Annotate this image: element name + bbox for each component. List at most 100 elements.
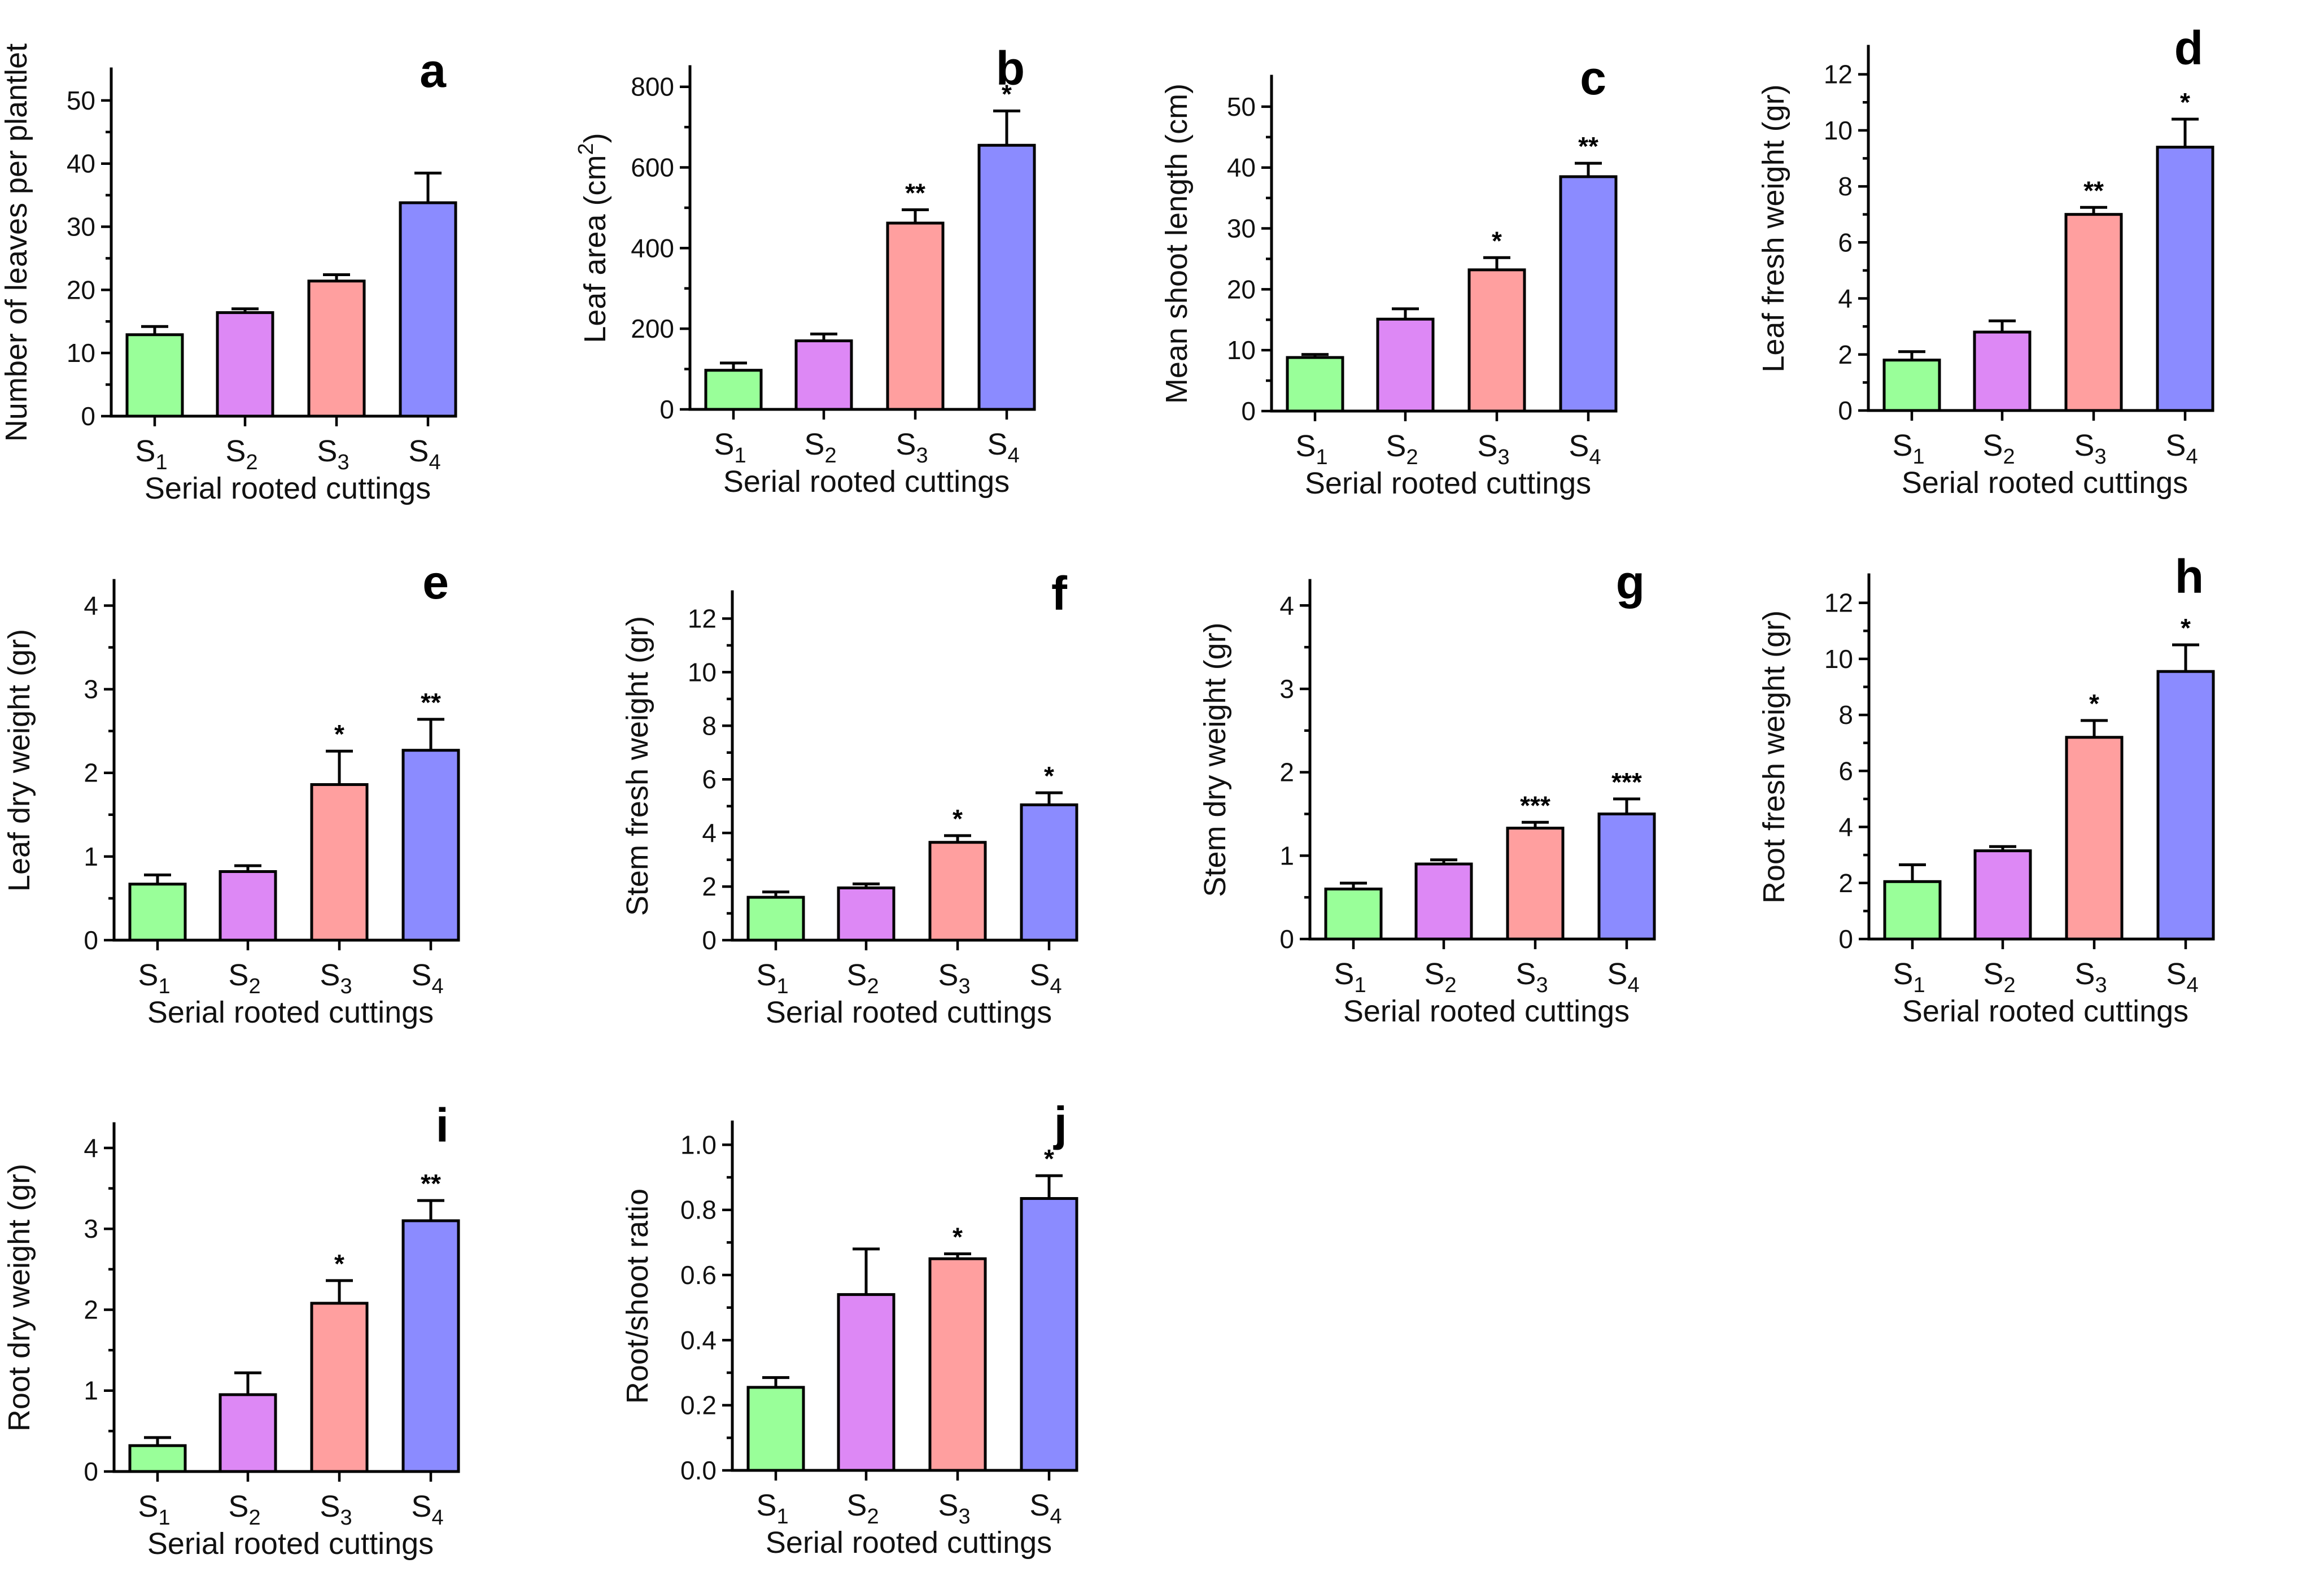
bar-s2 — [837, 886, 895, 942]
bar-s2 — [216, 311, 274, 418]
bar-s3 — [2065, 736, 2124, 941]
y-tick-label: 40 — [1227, 153, 1256, 182]
bar-s3 — [1467, 268, 1526, 413]
bar-s3 — [310, 783, 369, 942]
x-axis-title: Serial rooted cuttings — [766, 995, 1052, 1029]
significance-mark: * — [1044, 1144, 1054, 1173]
x-tick-label: S2 — [228, 958, 260, 998]
x-axis-title: Serial rooted cuttings — [1902, 994, 2188, 1028]
bar-s1 — [128, 883, 187, 942]
y-tick-label: 0 — [1838, 396, 1853, 425]
y-tick-label: 600 — [631, 153, 674, 182]
bar-s1 — [704, 369, 763, 411]
panel-letter: a — [420, 44, 447, 97]
y-tick-label: 4 — [1838, 813, 1853, 842]
significance-mark: ** — [421, 688, 441, 717]
y-tick-label: 10 — [688, 657, 717, 687]
y-tick-label: 2 — [1838, 340, 1853, 369]
y-tick-label: 2 — [84, 758, 98, 788]
bar-s4 — [1020, 803, 1078, 942]
y-tick-label: 6 — [702, 765, 717, 794]
y-tick-label: 0 — [1279, 924, 1294, 954]
bar-s3 — [1506, 827, 1565, 941]
significance-mark: * — [334, 1249, 344, 1278]
bar-s2 — [837, 1293, 895, 1472]
x-tick-label: S2 — [228, 1490, 260, 1530]
y-tick-label: 1.0 — [680, 1130, 717, 1159]
y-tick-label: 0.4 — [680, 1325, 717, 1355]
y-tick-label: 3 — [84, 1214, 98, 1243]
x-axis-title: Serial rooted cuttings — [147, 995, 434, 1029]
bar-s2 — [1414, 862, 1473, 941]
y-tick-label: 0 — [659, 395, 674, 424]
x-tick-label: S1 — [756, 958, 788, 998]
y-axis-title: Stem dry weight (gr) — [1198, 622, 1232, 897]
x-tick-label: S2 — [1983, 957, 2015, 997]
x-tick-label: S2 — [1424, 957, 1456, 997]
y-tick-label: 4 — [1838, 284, 1853, 313]
bar-s1 — [746, 896, 805, 942]
significance-mark: *** — [1611, 767, 1642, 797]
y-tick-label: 2 — [702, 872, 717, 901]
y-tick-label: 0 — [1241, 396, 1256, 426]
y-axis-title: Leaf fresh weight (gr) — [1757, 84, 1790, 372]
significance-mark: * — [953, 1222, 963, 1252]
bar-s1 — [1882, 359, 1941, 412]
significance-mark: *** — [1520, 791, 1550, 820]
x-tick-label: S1 — [138, 958, 170, 998]
y-tick-label: 0 — [84, 925, 98, 955]
bar-s2 — [219, 1393, 277, 1473]
x-axis-title: Serial rooted cuttings — [1305, 466, 1591, 500]
y-tick-label: 0.0 — [680, 1456, 717, 1485]
x-axis-title: Serial rooted cuttings — [1343, 994, 1630, 1028]
panel-letter: h — [2175, 550, 2204, 603]
x-tick-label: S4 — [411, 958, 443, 998]
bar-s2 — [1376, 317, 1435, 413]
y-tick-label: 0 — [81, 401, 95, 431]
significance-mark: * — [2089, 689, 2099, 718]
y-tick-label: 50 — [67, 86, 95, 115]
y-axis-title: Root fresh weight (gr) — [1757, 610, 1791, 903]
x-tick-label: S1 — [714, 427, 746, 468]
y-tick-label: 6 — [1838, 228, 1853, 257]
significance-mark: * — [2181, 613, 2191, 643]
x-tick-label: S3 — [1515, 957, 1548, 997]
significance-mark: * — [2180, 88, 2190, 117]
y-tick-label: 3 — [84, 675, 98, 704]
bar-s3 — [928, 841, 987, 942]
x-tick-label: S2 — [225, 434, 257, 474]
x-tick-label: S3 — [2074, 957, 2107, 997]
y-axis-title: Number of leaves per plantlet — [0, 43, 33, 442]
x-tick-label: S1 — [756, 1488, 788, 1529]
bar-s4 — [399, 201, 457, 418]
bar-s3 — [886, 221, 945, 411]
x-tick-label: S4 — [2165, 429, 2198, 469]
x-axis-title: Serial rooted cuttings — [766, 1526, 1052, 1560]
x-axis-title: Serial rooted cuttings — [1902, 466, 2188, 500]
y-tick-label: 30 — [67, 212, 95, 242]
x-tick-label: S2 — [804, 427, 836, 468]
x-tick-label: S1 — [1334, 957, 1366, 997]
x-tick-label: S3 — [938, 958, 970, 998]
x-tick-label: S4 — [1029, 958, 1061, 998]
y-tick-label: 10 — [1824, 116, 1853, 145]
y-tick-label: 0.2 — [680, 1391, 717, 1420]
x-tick-label: S1 — [1893, 957, 1925, 997]
bar-s3 — [307, 280, 366, 418]
y-tick-label: 20 — [67, 275, 95, 304]
y-tick-label: 12 — [1824, 60, 1853, 89]
bar-s1 — [125, 333, 184, 418]
y-tick-label: 3 — [1279, 674, 1294, 704]
y-tick-label: 6 — [1838, 756, 1853, 785]
significance-mark: * — [334, 719, 344, 749]
x-tick-label: S3 — [2074, 429, 2106, 469]
y-tick-label: 0 — [702, 925, 717, 955]
significance-mark: * — [1492, 226, 1502, 255]
bar-s1 — [746, 1386, 805, 1472]
y-tick-label: 2 — [1838, 868, 1853, 898]
bar-s2 — [1973, 849, 2032, 941]
